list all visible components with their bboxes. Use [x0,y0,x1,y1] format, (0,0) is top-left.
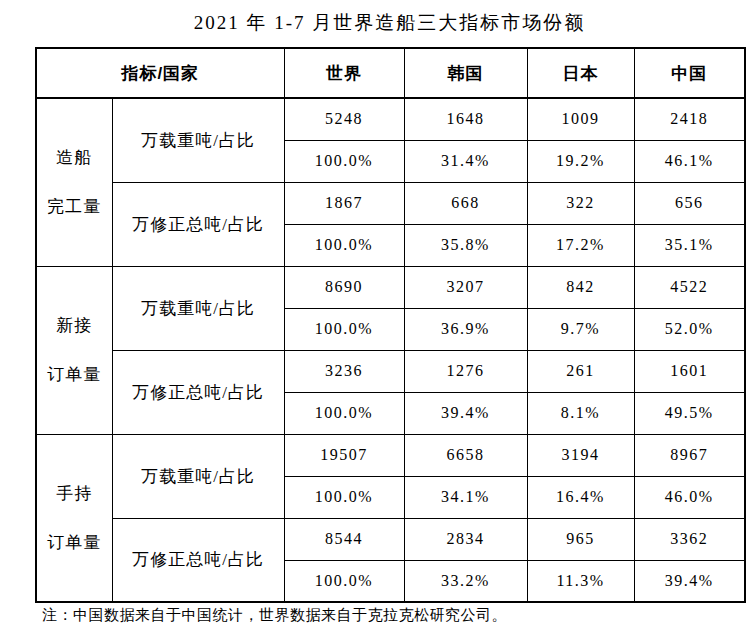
table-row: 万修正总吨/占比 3236 1276 261 1601 [36,350,745,392]
value-cell: 8544 [284,518,404,560]
share-cell: 17.2% [527,224,634,266]
share-cell: 100.0% [284,392,404,434]
value-cell: 2418 [634,98,745,140]
share-cell: 35.1% [634,224,745,266]
share-cell: 39.4% [404,392,527,434]
value-cell: 3236 [284,350,404,392]
header-row: 指标/国家 世界 韩国 日本 中国 [36,48,745,98]
group-label-line: 造船 [56,146,92,169]
group-label-completions: 造船 完工量 [36,98,112,266]
share-cell: 100.0% [284,140,404,182]
value-cell: 8967 [634,434,745,476]
share-cell: 52.0% [634,308,745,350]
market-share-table: 指标/国家 世界 韩国 日本 中国 造船 完工量 万载重吨/占比 5248 16… [35,47,746,603]
group-label-line: 完工量 [47,195,101,218]
share-cell: 8.1% [527,392,634,434]
value-cell: 656 [634,182,745,224]
metric-label: 万修正总吨/占比 [112,350,284,434]
share-cell: 11.3% [527,560,634,602]
value-cell: 6658 [404,434,527,476]
value-cell: 8690 [284,266,404,308]
share-cell: 31.4% [404,140,527,182]
share-cell: 46.0% [634,476,745,518]
table-row: 手持 订单量 万载重吨/占比 19507 6658 3194 8967 [36,434,745,476]
value-cell: 261 [527,350,634,392]
value-cell: 4522 [634,266,745,308]
group-label-line: 新接 [56,314,92,337]
share-cell: 100.0% [284,224,404,266]
share-cell: 46.1% [634,140,745,182]
table-row: 万修正总吨/占比 8544 2834 965 3362 [36,518,745,560]
share-cell: 16.4% [527,476,634,518]
group-label-line: 订单量 [47,363,101,386]
metric-label: 万载重吨/占比 [112,266,284,350]
metric-label: 万载重吨/占比 [112,434,284,518]
metric-label: 万载重吨/占比 [112,98,284,182]
metric-label: 万修正总吨/占比 [112,182,284,266]
value-cell: 1009 [527,98,634,140]
share-cell: 34.1% [404,476,527,518]
value-cell: 668 [404,182,527,224]
share-cell: 36.9% [404,308,527,350]
group-label-line: 订单量 [47,531,101,554]
value-cell: 322 [527,182,634,224]
value-cell: 19507 [284,434,404,476]
col-header-japan: 日本 [527,48,634,98]
value-cell: 3362 [634,518,745,560]
footnote: 注：中国数据来自于中国统计，世界数据来自于克拉克松研究公司。 [42,606,507,625]
share-cell: 100.0% [284,476,404,518]
value-cell: 1867 [284,182,404,224]
group-label-new-orders: 新接 订单量 [36,266,112,434]
share-cell: 39.4% [634,560,745,602]
table-title: 2021 年 1-7 月世界造船三大指标市场份额 [35,10,744,36]
page: 2021 年 1-7 月世界造船三大指标市场份额 指标/国家 世界 韩国 日本 … [0,0,752,628]
share-cell: 100.0% [284,560,404,602]
share-cell: 35.8% [404,224,527,266]
value-cell: 1601 [634,350,745,392]
col-header-korea: 韩国 [404,48,527,98]
value-cell: 842 [527,266,634,308]
share-cell: 33.2% [404,560,527,602]
share-cell: 19.2% [527,140,634,182]
share-cell: 9.7% [527,308,634,350]
value-cell: 1648 [404,98,527,140]
group-label-line: 手持 [56,482,92,505]
table-row: 新接 订单量 万载重吨/占比 8690 3207 842 4522 [36,266,745,308]
value-cell: 965 [527,518,634,560]
value-cell: 2834 [404,518,527,560]
share-cell: 49.5% [634,392,745,434]
value-cell: 1276 [404,350,527,392]
corner-header-cell: 指标/国家 [36,48,284,98]
col-header-china: 中国 [634,48,745,98]
value-cell: 3207 [404,266,527,308]
group-label-order-backlog: 手持 订单量 [36,434,112,602]
table-row: 造船 完工量 万载重吨/占比 5248 1648 1009 2418 [36,98,745,140]
col-header-world: 世界 [284,48,404,98]
metric-label: 万修正总吨/占比 [112,518,284,602]
value-cell: 3194 [527,434,634,476]
value-cell: 5248 [284,98,404,140]
share-cell: 100.0% [284,308,404,350]
table-row: 万修正总吨/占比 1867 668 322 656 [36,182,745,224]
